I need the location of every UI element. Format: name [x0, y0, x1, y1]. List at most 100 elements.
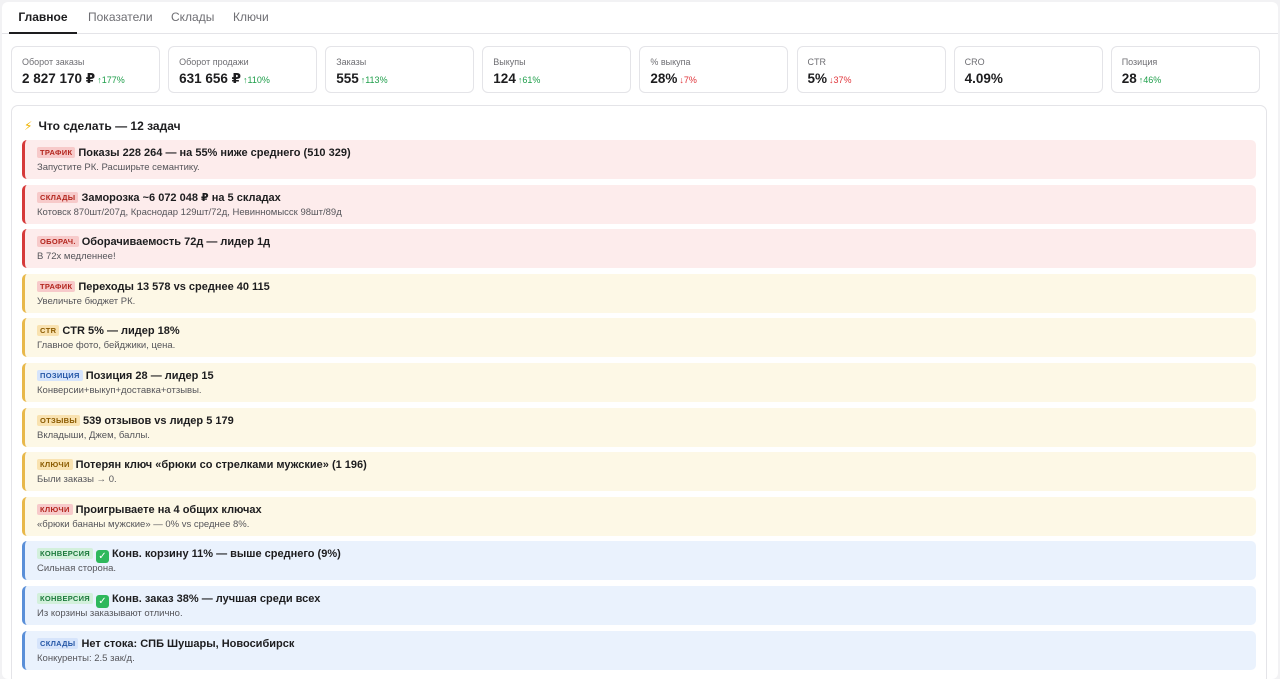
stat-card-label: Оборот продажи [179, 57, 249, 67]
stat-card-value: 28 [1121, 71, 1137, 86]
task-item[interactable]: СКЛАДЫ Нет стока: СПБ Шушары, Новосибирск… [22, 630, 1256, 670]
task-category-badge: СКЛАДЫ [37, 191, 79, 203]
stat-card: CTR 5% ↓37% [796, 46, 946, 93]
tab-keys[interactable]: Ключи [233, 10, 269, 24]
tab-metrics[interactable]: Показатели [88, 10, 153, 24]
task-item[interactable]: ОТЗЫВЫ 539 отзывов vs лидер 5 179 Вкладыши… [22, 407, 1256, 447]
task-title-row: КОНВЕРСИЯ ✓ Конв. заказ 38% — лучшая среди… [37, 590, 1256, 608]
stat-card-label: Выкупы [493, 57, 526, 67]
stat-card-value-row: 631 656 ₽ ↑110% [179, 71, 316, 87]
task-title: CTR 5% — лидер 18% [62, 325, 180, 338]
task-description: Сильная сторона. [37, 563, 116, 575]
stat-card-value: 5% [807, 71, 828, 86]
tab-main[interactable]: Главное [9, 2, 77, 34]
stat-card-value-row: 2 827 170 ₽ ↑177% [22, 71, 159, 87]
stat-card-value-row: 555 ↑113% [336, 71, 473, 87]
task-title: Переходы 13 578 vs среднее 40 115 [78, 280, 270, 293]
task-item[interactable]: ТРАФИК Переходы 13 578 vs среднее 40 115 У… [22, 273, 1256, 313]
tasks-panel-title: ⚡ Что сделать — 12 задач [24, 118, 181, 134]
stat-card-value-row: 4.09% [965, 71, 1102, 87]
task-description: Увеличьте бюджет РК. [37, 295, 136, 307]
task-item[interactable]: КОНВЕРСИЯ ✓ Конв. корзину 11% — выше средн… [22, 541, 1256, 581]
task-title: Нет стока: СПБ Шушары, Новосибирск [81, 637, 295, 650]
stat-card-value-row: 5% ↓37% [808, 71, 945, 87]
task-category-badge: ОТЗЫВЫ [37, 414, 81, 426]
task-category-badge: КОНВЕРСИЯ [37, 593, 93, 604]
tab-warehouses[interactable]: Склады [171, 10, 215, 24]
stat-card-delta: ↑46% [1138, 75, 1162, 85]
task-item[interactable]: КЛЮЧИ Потерян ключ «брюки со стрелками му… [22, 452, 1256, 492]
task-item[interactable]: СКЛАДЫ Заморозка ~6 072 048 ₽ на 5 склада… [22, 184, 1256, 224]
task-title: Конв. заказ 38% — лучшая среди всех [111, 593, 321, 605]
task-description: Из корзины заказывают отлично. [37, 608, 183, 619]
task-title-row: CTR CTR 5% — лидер 18% [37, 322, 1256, 338]
stat-card: % выкупа 28% ↓7% [639, 46, 789, 93]
stat-cards: Оборот заказы 2 827 170 ₽ ↑177% Оборот прод… [11, 46, 1267, 94]
stat-card-value: 555 [336, 71, 359, 86]
stat-card-value: 124 [493, 71, 516, 86]
task-description: В 72x медленнее! [37, 251, 116, 263]
task-category-badge: ТРАФИК [37, 280, 76, 292]
lightning-icon: ⚡ [24, 119, 33, 133]
stat-card-label: CRO [964, 57, 985, 67]
stat-card-value-row: 28% ↓7% [650, 71, 787, 87]
task-description: Конкуренты: 2.5 зак/д. [37, 652, 135, 664]
task-item[interactable]: CTR CTR 5% — лидер 18% Главное фото, бейдж… [22, 318, 1256, 358]
tasks-panel-title-text: Что сделать — 12 задач [38, 119, 181, 133]
task-title-row: ОБОРАЧ. Оборачиваемость 72д — лидер 1д [37, 233, 1256, 249]
task-description: Были заказы → 0. [37, 474, 117, 486]
task-item[interactable]: КЛЮЧИ Проигрываете на 4 общих ключах «брюк… [22, 496, 1256, 536]
task-title: Потерян ключ «брюки со стрелками мужские… [75, 459, 367, 472]
task-title-row: СКЛАДЫ Нет стока: СПБ Шушары, Новосибирск [37, 635, 1256, 651]
tab-bar: Главное Показатели Склады Ключи [2, 2, 1278, 34]
stat-card-value: 4.09% [964, 71, 1003, 86]
stat-card-label: Заказы [336, 57, 367, 67]
stat-card: Оборот продажи 631 656 ₽ ↑110% [168, 46, 318, 93]
stat-card-delta: ↑177% [97, 75, 125, 85]
task-item[interactable]: ОБОРАЧ. Оборачиваемость 72д — лидер 1д В 7… [22, 229, 1256, 269]
task-category-badge: ОБОРАЧ. [37, 236, 79, 248]
stat-card: CRO 4.09% [953, 46, 1103, 93]
task-title: Конв. корзину 11% — выше среднего (9%) [111, 548, 341, 561]
stat-card-delta: ↓7% [679, 75, 697, 85]
stat-card-delta: ↑61% [517, 75, 541, 85]
stat-card-label: Оборот заказы [22, 57, 85, 67]
tasks-panel: ⚡ Что сделать — 12 задач ТРАФИК Показы 228… [11, 105, 1267, 679]
task-description: «брюки бананы мужские» — 0% vs среднее 8… [37, 518, 250, 530]
stat-card-delta: ↑113% [360, 75, 388, 85]
task-category-badge: ТРАФИК [37, 147, 76, 158]
task-title-row: КЛЮЧИ Потерян ключ «брюки со стрелками му… [37, 456, 1256, 472]
stat-card-delta: ↓37% [829, 75, 852, 85]
stat-card-value-row: 124 ↑61% [493, 71, 630, 87]
task-item[interactable]: ТРАФИК Показы 228 264 — на 55% ниже средн… [22, 140, 1256, 179]
checkmark-icon: ✓ [95, 595, 109, 608]
stat-card-value: 2 827 170 ₽ [22, 71, 96, 86]
task-category-badge: КЛЮЧИ [37, 503, 73, 515]
checkmark-icon: ✓ [95, 550, 109, 564]
task-item[interactable]: ПОЗИЦИЯ Позиция 28 — лидер 15 Конверсии+вы… [22, 363, 1256, 402]
task-category-badge: КЛЮЧИ [37, 459, 73, 471]
task-description: Вкладыши, Джем, баллы. [37, 429, 150, 441]
task-description: Конверсии+выкуп+доставка+отзывы. [37, 385, 202, 396]
task-description: Котовск 870шт/207д, Краснодар 129шт/72д,… [37, 206, 342, 218]
task-description: Запустите РК. Расширьте семантику. [37, 162, 200, 173]
stat-card: Выкупы 124 ↑61% [482, 46, 632, 93]
task-title-row: ТРАФИК Переходы 13 578 vs среднее 40 115 [37, 278, 1256, 294]
stat-card-delta: ↑110% [243, 75, 270, 85]
task-title-row: КОНВЕРСИЯ ✓ Конв. корзину 11% — выше средн… [37, 545, 1256, 564]
task-category-badge: CTR [37, 325, 60, 337]
stat-card: Оборот заказы 2 827 170 ₽ ↑177% [11, 46, 160, 93]
task-title: Оборачиваемость 72д — лидер 1д [81, 236, 271, 249]
task-title: Показы 228 264 — на 55% ниже среднего (5… [78, 147, 351, 159]
task-title: Проигрываете на 4 общих ключах [75, 503, 262, 516]
task-title: Позиция 28 — лидер 15 [85, 370, 214, 382]
task-description: Главное фото, бейджики, цена. [37, 340, 176, 352]
task-item[interactable]: КОНВЕРСИЯ ✓ Конв. заказ 38% — лучшая среди… [22, 586, 1256, 625]
task-title-row: ОТЗЫВЫ 539 отзывов vs лидер 5 179 [37, 412, 1256, 428]
task-category-badge: ПОЗИЦИЯ [37, 370, 83, 381]
stat-card: Заказы 555 ↑113% [325, 46, 475, 93]
task-title: 539 отзывов vs лидер 5 179 [83, 414, 234, 427]
stat-card-label: % выкупа [650, 57, 691, 67]
task-category-badge: КОНВЕРСИЯ [37, 548, 93, 560]
